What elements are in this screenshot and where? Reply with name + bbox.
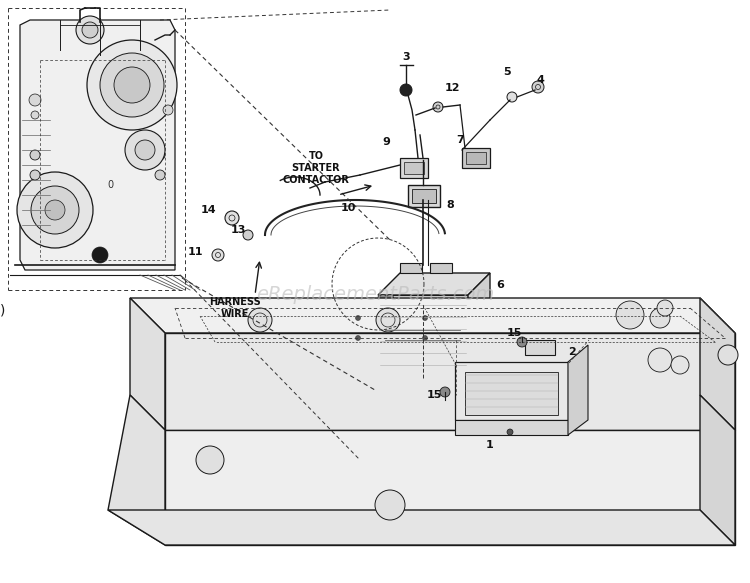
Circle shape <box>30 170 40 180</box>
Bar <box>430 263 452 273</box>
Text: ): ) <box>0 303 6 317</box>
Circle shape <box>648 348 672 372</box>
Circle shape <box>163 105 173 115</box>
Circle shape <box>87 40 177 130</box>
Text: 10: 10 <box>340 203 356 213</box>
Polygon shape <box>108 395 165 545</box>
Circle shape <box>507 429 513 435</box>
Circle shape <box>532 81 544 93</box>
Circle shape <box>356 315 361 321</box>
Circle shape <box>82 22 98 38</box>
Circle shape <box>29 94 41 106</box>
Text: HARNESS
WIRE: HARNESS WIRE <box>209 297 261 319</box>
Text: 15: 15 <box>506 328 522 338</box>
Circle shape <box>31 186 79 234</box>
Polygon shape <box>378 295 468 378</box>
Polygon shape <box>165 430 735 545</box>
Circle shape <box>375 490 405 520</box>
Bar <box>412 189 436 203</box>
Circle shape <box>657 300 673 316</box>
Circle shape <box>422 335 427 340</box>
Polygon shape <box>568 345 588 435</box>
Circle shape <box>380 294 386 301</box>
Text: 7: 7 <box>456 135 464 145</box>
Circle shape <box>422 315 427 321</box>
Text: 8: 8 <box>446 200 454 210</box>
Polygon shape <box>465 372 558 415</box>
Bar <box>400 158 428 178</box>
Text: 5: 5 <box>503 67 511 77</box>
Circle shape <box>650 308 670 328</box>
Text: 12: 12 <box>444 83 460 93</box>
Polygon shape <box>455 362 568 420</box>
Polygon shape <box>700 395 735 545</box>
Polygon shape <box>700 298 735 430</box>
Circle shape <box>517 337 527 347</box>
Text: 6: 6 <box>496 280 504 290</box>
Circle shape <box>225 211 239 225</box>
Circle shape <box>671 356 689 374</box>
Circle shape <box>45 200 65 220</box>
Circle shape <box>100 53 164 117</box>
Circle shape <box>386 294 394 301</box>
Circle shape <box>30 150 40 160</box>
Circle shape <box>248 308 272 332</box>
Bar <box>408 185 440 207</box>
Circle shape <box>440 387 450 397</box>
Circle shape <box>507 92 517 102</box>
Circle shape <box>356 335 361 340</box>
Polygon shape <box>165 333 735 430</box>
Circle shape <box>718 345 738 365</box>
Bar <box>462 148 490 168</box>
Circle shape <box>17 172 93 248</box>
Bar <box>525 340 555 355</box>
Polygon shape <box>130 298 165 430</box>
Text: 1: 1 <box>486 440 494 450</box>
Circle shape <box>400 84 412 96</box>
Bar <box>400 263 422 273</box>
Text: 15: 15 <box>426 390 442 400</box>
Polygon shape <box>455 420 568 435</box>
Polygon shape <box>130 298 735 333</box>
Circle shape <box>125 130 165 170</box>
Circle shape <box>243 230 253 240</box>
Text: TO
STARTER
CONTACTOR: TO STARTER CONTACTOR <box>283 150 350 185</box>
Circle shape <box>616 301 644 329</box>
Text: 4: 4 <box>536 75 544 85</box>
Circle shape <box>31 111 39 119</box>
Bar <box>404 162 424 174</box>
Text: eReplacementParts.com: eReplacementParts.com <box>256 286 494 304</box>
Text: 9: 9 <box>382 137 390 147</box>
Polygon shape <box>378 273 490 295</box>
Circle shape <box>379 308 387 316</box>
Text: 2: 2 <box>568 347 576 357</box>
Circle shape <box>155 170 165 180</box>
Polygon shape <box>468 273 490 378</box>
Circle shape <box>196 446 224 474</box>
Circle shape <box>114 67 150 103</box>
Text: 11: 11 <box>188 247 202 257</box>
Text: 0: 0 <box>107 180 113 190</box>
Bar <box>466 152 486 164</box>
Circle shape <box>155 150 165 160</box>
Text: 14: 14 <box>200 205 216 215</box>
Circle shape <box>375 304 391 320</box>
Circle shape <box>433 102 443 112</box>
Polygon shape <box>20 20 175 270</box>
Circle shape <box>212 249 224 261</box>
Polygon shape <box>108 510 735 545</box>
Circle shape <box>92 247 108 263</box>
Circle shape <box>135 140 155 160</box>
Circle shape <box>376 308 400 332</box>
Circle shape <box>76 16 104 44</box>
Text: 3: 3 <box>402 52 410 62</box>
Text: 13: 13 <box>230 225 246 235</box>
